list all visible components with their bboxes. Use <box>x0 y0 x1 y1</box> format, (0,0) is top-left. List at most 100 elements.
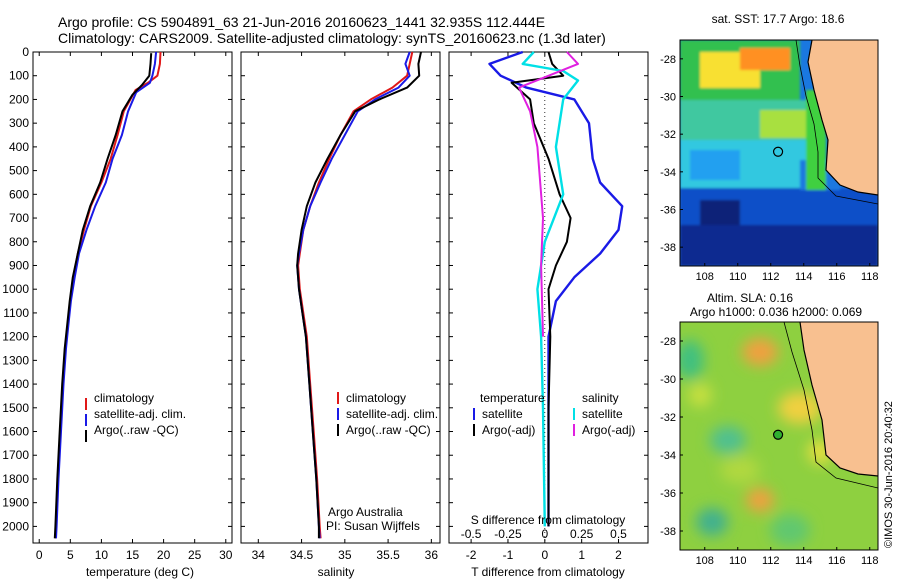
series-line-satellite-adj-clim- <box>296 51 411 539</box>
y-tick-label: -34 <box>660 450 676 462</box>
annotation-line-2: PI: Susan Wijffels <box>326 519 420 533</box>
legend-label-t-argo: Argo(-adj) <box>482 423 535 437</box>
y-tick-label: 1500 <box>2 401 29 415</box>
x-tick-label-secondary: -0.5 <box>461 527 482 541</box>
y-tick-label: 1700 <box>2 448 29 462</box>
y-tick-label: 1900 <box>2 496 29 510</box>
salinity-lines <box>296 51 422 539</box>
y-tick-label: 1200 <box>2 330 29 344</box>
legend-header-salinity: salinity <box>582 391 619 405</box>
x-tick-label: 10 <box>95 548 109 562</box>
x-tick-label: 0 <box>36 548 43 562</box>
y-tick-label: 2000 <box>2 519 29 533</box>
y-tick-label: -36 <box>660 488 676 500</box>
imos-credit: ©IMOS 30-Jun-2016 20:40:32 <box>883 401 895 548</box>
x-tick-label: 114 <box>795 555 813 567</box>
y-tick-label: -30 <box>660 374 676 386</box>
y-tick-label: -32 <box>660 412 676 424</box>
sla-map-ticks: 108 110 112 114 116 118 -28 -30 -32 -34 -36 -38 <box>660 336 878 567</box>
y-tick-label: 1100 <box>3 306 29 320</box>
x-tick-label: 25 <box>188 548 202 562</box>
x-tick-label: 116 <box>828 555 846 567</box>
s-difference-xlabel: S difference from climatology <box>471 513 626 527</box>
x-tick-label: 110 <box>729 555 747 567</box>
y-tick-label: -28 <box>660 54 676 66</box>
y-tick-label: 900 <box>9 258 29 272</box>
legend-label-s-argo: Argo(-adj) <box>582 423 635 437</box>
series-line-s-satellite <box>521 51 580 527</box>
series-line-argo-raw-qc- <box>53 53 153 539</box>
x-tick-label-secondary: 0.5 <box>610 527 627 541</box>
y-tick-label: 300 <box>9 116 29 130</box>
float-position-marker <box>772 429 784 440</box>
y-tick-label: -32 <box>660 129 676 141</box>
x-tick-label-secondary: 0 <box>541 527 548 541</box>
y-tick-label: -38 <box>660 526 676 538</box>
y-tick-label: -28 <box>660 336 676 348</box>
float-position-marker <box>772 146 784 157</box>
header-line-1: Argo profile: CS 5904891_63 21-Jun-2016 … <box>58 14 545 30</box>
x-tick-label: 36 <box>425 548 439 562</box>
legend-label-argo: Argo(..raw -QC) <box>346 423 431 437</box>
series-line-t-satellite <box>488 50 624 527</box>
difference-ticks: -2 -1 0 1 2 -0.5 -0.25 0 0.25 0.5 <box>449 51 648 562</box>
x-tick-label: 35 <box>338 548 352 562</box>
y-tick-label: 0 <box>22 45 29 59</box>
temperature-ticks: 0100200300400500600700800900100011001200… <box>2 45 232 562</box>
y-tick-label: 1600 <box>2 425 29 439</box>
difference-legend: temperature salinity satellite Argo(-adj… <box>473 391 635 437</box>
legend-label-argo: Argo(..raw -QC) <box>94 423 179 437</box>
x-tick-label: 2 <box>615 548 622 562</box>
y-tick-label: 500 <box>9 164 29 178</box>
x-tick-label: -1 <box>503 548 514 562</box>
x-tick-label: 116 <box>828 271 846 283</box>
x-tick-label: 112 <box>762 555 780 567</box>
sst-map-title: sat. SST: 17.7 Argo: 18.6 <box>712 12 845 26</box>
y-tick-label: 200 <box>9 92 29 106</box>
x-tick-label-secondary: 0.25 <box>570 527 594 541</box>
y-tick-label: 1000 <box>2 282 29 296</box>
x-tick-label: 20 <box>157 548 171 562</box>
difference-lines <box>488 50 624 527</box>
y-tick-label: 400 <box>9 140 29 154</box>
y-tick-label: -34 <box>660 167 676 179</box>
sla-heatmap <box>680 322 878 550</box>
series-line-s-argo-adj- <box>518 51 579 337</box>
x-tick-label: 118 <box>861 555 879 567</box>
x-tick-label: 118 <box>861 271 879 283</box>
sla-map-title-1: Altim. SLA: 0.16 <box>707 291 793 305</box>
temperature-xlabel: temperature (deg C) <box>86 565 194 579</box>
y-tick-label: 1800 <box>2 472 29 486</box>
legend-header-temperature: temperature <box>480 391 545 405</box>
x-tick-label: 15 <box>126 548 140 562</box>
sst-map-panel: sat. SST: 17.7 Argo: 18.6 <box>660 12 878 283</box>
x-tick-label: 34 <box>252 548 266 562</box>
legend-label-t-satellite: satellite <box>482 407 523 421</box>
y-tick-label: 700 <box>9 211 29 225</box>
annotation-line-1: Argo Australia <box>328 505 403 519</box>
x-tick-label: 0 <box>541 548 548 562</box>
x-tick-label-secondary: -0.25 <box>494 527 522 541</box>
x-tick-label: 30 <box>219 548 233 562</box>
x-tick-label: 108 <box>696 271 714 283</box>
x-tick-label: 110 <box>729 271 747 283</box>
y-tick-label: 1400 <box>2 377 29 391</box>
series-line-argo-raw-qc- <box>296 51 422 539</box>
header-line-2: Climatology: CARS2009. Satellite-adjuste… <box>58 30 606 46</box>
x-tick-label: 108 <box>696 555 714 567</box>
x-tick-label: 1 <box>578 548 585 562</box>
legend-label-satellite: satellite-adj. clim. <box>94 407 186 421</box>
y-tick-label: -36 <box>660 205 676 217</box>
x-tick-label: 34.5 <box>290 548 314 562</box>
salinity-panel: 34 34.5 35 35.5 36 salinity climatology sate… <box>240 51 441 579</box>
legend-label-climatology: climatology <box>94 391 154 405</box>
sla-map-title-2: Argo h1000: 0.036 h2000: 0.069 <box>690 305 862 319</box>
x-tick-label: 112 <box>762 271 780 283</box>
x-tick-label: 5 <box>67 548 74 562</box>
x-tick-label: -2 <box>466 548 477 562</box>
y-tick-label: 600 <box>9 187 29 201</box>
sla-map-panel: Altim. SLA: 0.16 Argo h1000: 0.036 h2000… <box>660 291 878 567</box>
y-tick-label: -38 <box>660 242 676 254</box>
x-tick-label: 114 <box>795 271 813 283</box>
